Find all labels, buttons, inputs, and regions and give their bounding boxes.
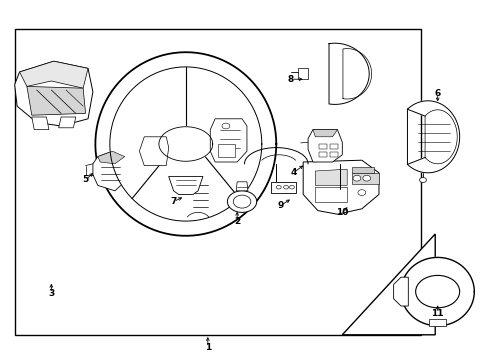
Polygon shape	[298, 68, 307, 79]
Circle shape	[415, 275, 459, 308]
Circle shape	[352, 175, 360, 181]
Text: 2: 2	[234, 217, 240, 226]
Circle shape	[227, 191, 256, 212]
Polygon shape	[15, 61, 93, 126]
Polygon shape	[93, 151, 124, 191]
Polygon shape	[315, 187, 346, 202]
Polygon shape	[400, 257, 473, 326]
Polygon shape	[319, 144, 326, 149]
Text: 4: 4	[289, 168, 296, 177]
Circle shape	[222, 123, 229, 129]
Polygon shape	[32, 117, 49, 130]
Polygon shape	[98, 151, 124, 164]
Polygon shape	[329, 144, 337, 149]
Text: 6: 6	[434, 89, 440, 98]
Polygon shape	[428, 319, 446, 326]
Circle shape	[289, 185, 294, 189]
Polygon shape	[315, 169, 346, 185]
Text: 1: 1	[204, 343, 210, 352]
Polygon shape	[393, 277, 407, 306]
Polygon shape	[217, 144, 234, 157]
Text: 7: 7	[170, 197, 177, 206]
Polygon shape	[159, 127, 212, 161]
Circle shape	[233, 195, 250, 208]
Text: 11: 11	[430, 309, 443, 318]
Polygon shape	[236, 182, 247, 191]
Polygon shape	[139, 137, 168, 166]
Polygon shape	[95, 52, 276, 236]
Polygon shape	[210, 119, 246, 162]
Polygon shape	[168, 176, 203, 194]
Polygon shape	[312, 130, 337, 137]
Polygon shape	[59, 117, 76, 128]
Text: 3: 3	[48, 289, 54, 298]
Polygon shape	[27, 86, 85, 115]
Text: 9: 9	[277, 201, 284, 210]
Circle shape	[283, 185, 288, 189]
Polygon shape	[407, 101, 459, 173]
Polygon shape	[319, 152, 326, 157]
Polygon shape	[303, 160, 378, 214]
Polygon shape	[351, 173, 378, 184]
Polygon shape	[271, 182, 295, 193]
Polygon shape	[183, 176, 212, 212]
Circle shape	[357, 190, 365, 195]
Text: 10: 10	[335, 208, 348, 217]
Polygon shape	[329, 152, 337, 157]
Polygon shape	[20, 61, 88, 88]
Polygon shape	[342, 234, 434, 335]
Polygon shape	[110, 67, 261, 221]
Circle shape	[419, 177, 426, 183]
Text: 8: 8	[287, 75, 293, 84]
Circle shape	[276, 185, 281, 189]
Bar	[15, 29, 420, 335]
Polygon shape	[351, 167, 373, 173]
Circle shape	[362, 175, 370, 181]
Polygon shape	[328, 43, 371, 104]
Text: 5: 5	[82, 175, 88, 184]
Polygon shape	[307, 130, 342, 162]
